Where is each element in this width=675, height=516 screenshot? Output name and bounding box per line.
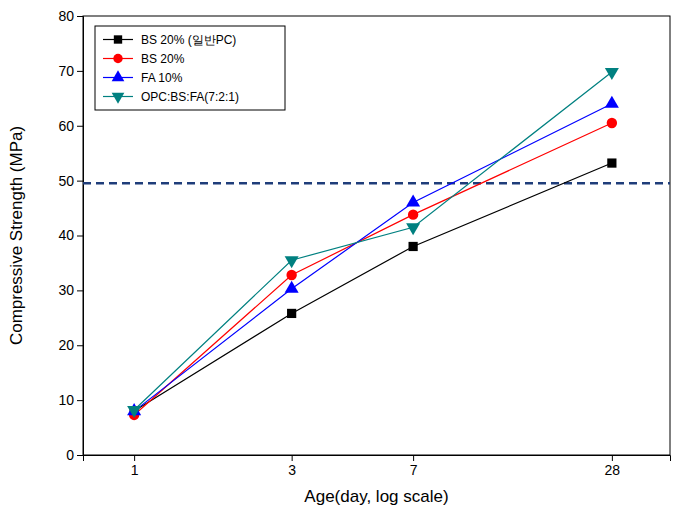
axis-line: [77, 17, 84, 456]
series: [127, 68, 619, 418]
marker: [286, 270, 296, 280]
tick-label: 70: [58, 63, 74, 79]
legend-marker: [112, 93, 125, 104]
tick: 28: [605, 455, 621, 478]
tick-label: 60: [58, 118, 74, 134]
tick-mark: [77, 236, 83, 237]
axis-line: [84, 456, 671, 462]
tick: 50: [58, 173, 83, 189]
tick-label: 20: [58, 337, 74, 353]
marker: [605, 68, 619, 80]
tick: 40: [58, 227, 83, 243]
tick-mark: [77, 455, 83, 456]
tick-mark: [77, 400, 83, 401]
tick-mark: [413, 455, 414, 461]
marker: [607, 118, 617, 128]
legend-marker: [114, 35, 122, 43]
series-line: [134, 104, 612, 411]
tick-label: 7: [410, 462, 418, 478]
marker: [287, 309, 296, 318]
marker: [406, 194, 420, 206]
legend-label: BS 20% (일반PC): [141, 33, 236, 47]
tick-mark: [134, 455, 135, 461]
tick-label: 1: [131, 462, 139, 478]
series-line: [134, 123, 612, 415]
legend-marker: [112, 70, 125, 81]
legend-item: BS 20% (일반PC): [103, 33, 236, 47]
data-area: [83, 68, 670, 420]
tick-mark: [77, 16, 83, 17]
tick-label: 30: [58, 282, 74, 298]
legend-item: OPC:BS:FA(7:2:1): [103, 90, 239, 104]
plot-frame: [83, 16, 670, 455]
tick-mark: [77, 290, 83, 291]
y-axis: 0 10 20 30 40 50 60 70 80: [58, 8, 83, 463]
tick: 60: [58, 118, 83, 134]
legend: BS 20% (일반PC) BS 20% FA 10% OPC:BS:FA(7:2:1…: [95, 26, 285, 110]
tick-label: 0: [66, 447, 74, 463]
tick-mark: [292, 455, 293, 461]
legend-item: BS 20%: [103, 52, 185, 66]
marker: [406, 223, 420, 235]
tick: 70: [58, 63, 83, 79]
legend-label: BS 20%: [141, 52, 185, 66]
tick-mark: [77, 345, 83, 346]
tick-label: 80: [58, 8, 74, 24]
x-axis-title: Age(day, log scale): [304, 487, 448, 506]
y-axis-title: Compressive Strength (MPa): [7, 126, 26, 345]
plot: 1372801020304050607080BS 20% (일반PC)BS 20…: [58, 8, 670, 478]
series-line: [134, 72, 612, 410]
legend-item: FA 10%: [103, 70, 183, 85]
marker: [607, 158, 616, 167]
tick: 20: [58, 337, 83, 353]
reference-line: [83, 182, 670, 185]
tick-mark: [77, 181, 83, 182]
tick-label: 3: [288, 462, 296, 478]
tick: 0: [66, 447, 83, 463]
marker: [285, 256, 299, 268]
tick-label: 50: [58, 173, 74, 189]
legend-label: OPC:BS:FA(7:2:1): [141, 90, 239, 104]
series: [130, 158, 617, 415]
tick: 30: [58, 282, 83, 298]
marker: [409, 242, 418, 251]
tick-label: 40: [58, 227, 74, 243]
series: [129, 118, 617, 420]
legend-box: [95, 26, 285, 110]
marker: [285, 281, 299, 293]
marker: [605, 96, 619, 108]
series: [127, 96, 619, 415]
marker: [127, 406, 141, 418]
tick: 80: [58, 8, 83, 24]
tick-mark: [77, 71, 83, 72]
tick-label: 10: [58, 392, 74, 408]
tick-label: 28: [605, 462, 621, 478]
x-axis: 1 3 7 28: [84, 455, 671, 478]
tick-mark: [77, 126, 83, 127]
marker: [408, 209, 418, 219]
legend-label: FA 10%: [141, 71, 183, 85]
tick-mark: [612, 455, 613, 461]
chart: 1372801020304050607080BS 20% (일반PC)BS 20…: [0, 0, 675, 516]
tick: 10: [58, 392, 83, 408]
legend-marker: [113, 54, 122, 63]
tick: 1: [131, 455, 139, 478]
series-line: [134, 163, 612, 411]
tick: 3: [288, 455, 296, 478]
tick: 7: [410, 455, 418, 478]
